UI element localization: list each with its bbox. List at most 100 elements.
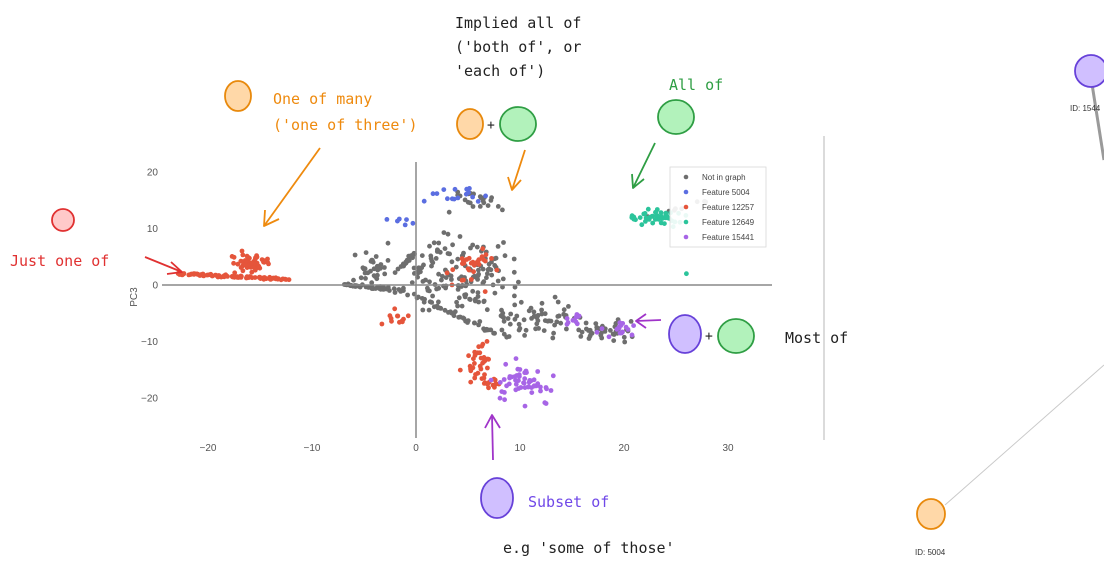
y-tick-label: 0 — [152, 281, 158, 292]
both-of-label: ('both of', or — [455, 38, 581, 56]
scatter-point — [475, 199, 481, 204]
scatter-point — [643, 219, 648, 224]
annotation-most-of: + Most of — [635, 313, 848, 354]
orange-feature-circle — [456, 108, 484, 140]
scatter-point — [371, 266, 377, 272]
scatter-point — [252, 275, 258, 280]
scatter-point — [465, 318, 471, 324]
scatter-point — [464, 257, 469, 262]
scatter-point — [543, 401, 549, 406]
scatter-point — [500, 207, 505, 213]
scatter-point — [405, 292, 410, 298]
scatter-point — [481, 279, 487, 285]
scatter-point — [645, 206, 651, 212]
scatter-point — [466, 267, 472, 273]
scatter-point — [652, 217, 658, 222]
graph-node-purple[interactable] — [1074, 54, 1104, 88]
scatter-point — [531, 309, 537, 315]
scatter-point — [650, 220, 656, 226]
scatter-point — [470, 288, 476, 294]
scatter-points — [175, 186, 709, 409]
scatter-point — [584, 326, 589, 332]
scatter-point — [481, 257, 486, 262]
scatter-point — [564, 326, 569, 332]
scatter-point — [517, 326, 523, 331]
scatter-point — [534, 315, 540, 321]
red-feature-circle — [51, 208, 75, 232]
y-tick-label: 20 — [147, 168, 159, 179]
scatter-point — [545, 318, 551, 324]
scatter-point — [599, 326, 605, 331]
scatter-point — [475, 258, 481, 264]
scatter-point — [365, 270, 371, 276]
scatter-point — [621, 334, 627, 340]
scatter-point — [462, 292, 467, 298]
scatter-point — [492, 290, 498, 296]
orange-feature-circle — [224, 80, 252, 112]
scatter-point — [472, 375, 478, 381]
scatter-point — [370, 286, 376, 291]
scatter-point — [501, 240, 506, 245]
scatter-point — [495, 278, 501, 284]
scatter-point — [552, 294, 558, 300]
scatter-point — [663, 210, 669, 216]
scatter-point — [554, 319, 560, 325]
scatter-point — [448, 273, 454, 279]
scatter-point — [583, 320, 589, 326]
scatter-point — [231, 254, 237, 260]
x-tick-label: 0 — [413, 443, 419, 454]
scatter-point — [628, 319, 634, 324]
scatter-point — [208, 271, 214, 277]
scatter-point — [480, 341, 486, 347]
plus-sign: + — [487, 118, 495, 133]
legend-entry: Not in graph — [702, 173, 746, 182]
node-id-label: ID: 5004 — [915, 548, 946, 557]
scatter-point — [404, 257, 410, 263]
y-tick-label: 10 — [147, 224, 159, 235]
y-tick-labels: 20 10 0 −10 −20 — [141, 168, 158, 405]
scatter-point — [550, 373, 556, 379]
annotation-just-one-of: Just one of — [10, 208, 183, 275]
scatter-point — [522, 333, 527, 338]
scatter-point — [486, 356, 491, 362]
scatter-point — [452, 186, 458, 192]
graph-node-orange[interactable] — [916, 498, 946, 530]
legend-entry: Feature 5004 — [702, 188, 750, 197]
scatter-point — [373, 254, 379, 259]
scatter-point — [286, 277, 292, 283]
scatter-point — [500, 276, 506, 282]
scatter-point — [231, 260, 237, 266]
scatter-point — [475, 290, 481, 295]
scatter-point — [481, 375, 487, 381]
scatter-point — [512, 293, 517, 299]
scatter-point — [574, 321, 580, 327]
implied-all-of-label: Implied all of — [455, 14, 581, 32]
scatter-point — [481, 298, 487, 304]
scatter-point — [385, 284, 391, 290]
scatter-point — [445, 196, 450, 202]
green-feature-circle — [717, 318, 755, 354]
scatter-point — [471, 269, 476, 275]
scatter-point — [434, 191, 440, 197]
scatter-point — [527, 378, 533, 383]
scatter-point — [489, 256, 494, 261]
scatter-point — [476, 344, 482, 350]
graph-panel: ID: 1544 ID: 5004 — [915, 54, 1104, 557]
scatter-point — [244, 275, 249, 281]
scatter-point — [282, 276, 288, 282]
scatter-point — [494, 267, 500, 273]
scatter-point — [431, 240, 437, 246]
scatter-point — [477, 204, 483, 209]
scatter-point — [201, 273, 207, 279]
legend-marker — [683, 204, 689, 210]
scatter-point — [484, 275, 489, 281]
scatter-point — [622, 339, 628, 345]
scatter-point — [382, 271, 388, 277]
scatter-point — [492, 263, 498, 268]
scatter-point — [396, 216, 402, 222]
scatter-point — [475, 273, 481, 278]
some-of-those-label: e.g 'some of those' — [503, 539, 675, 557]
scatter-point — [501, 377, 507, 382]
legend: Not in graph Feature 5004 Feature 12257 Fea… — [669, 166, 767, 248]
